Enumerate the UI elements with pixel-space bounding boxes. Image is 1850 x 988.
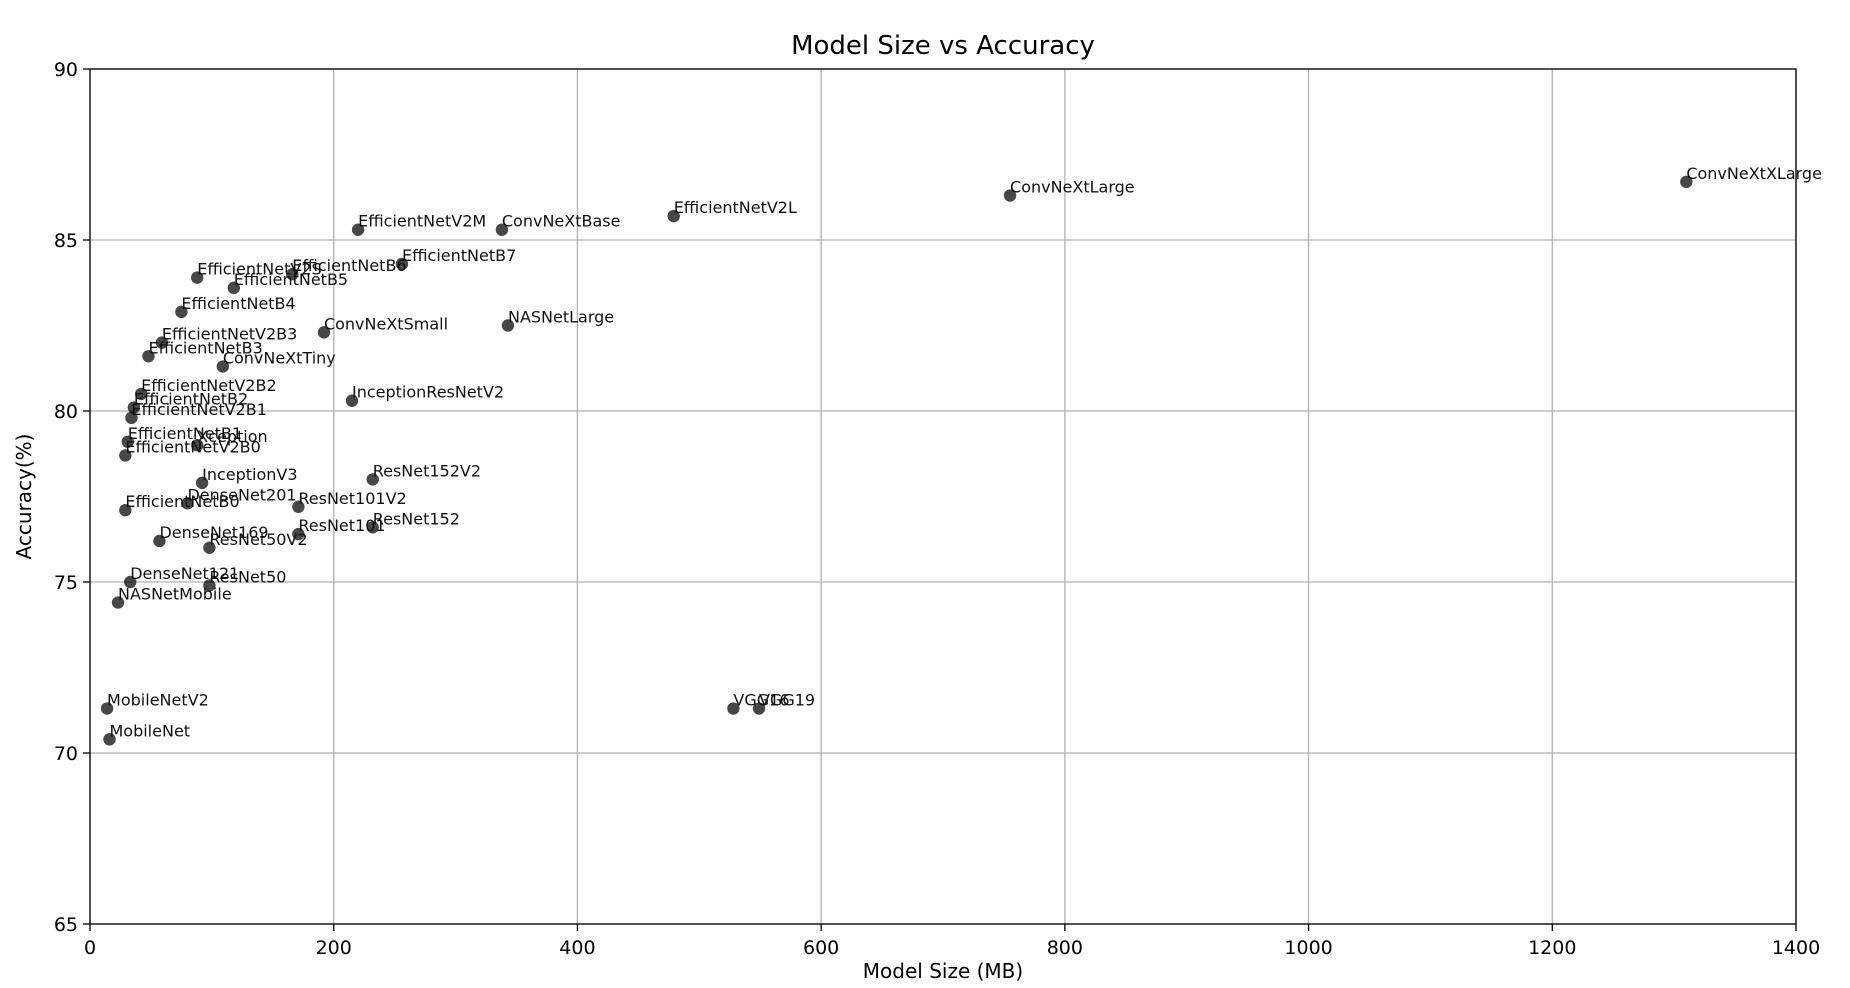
- data-point: [142, 350, 155, 363]
- data-point: [119, 449, 132, 462]
- data-point: [317, 326, 331, 339]
- data-point: [155, 336, 169, 349]
- point-label: ConvNeXtXLarge: [1686, 164, 1822, 183]
- point-label: DenseNet121: [130, 564, 239, 583]
- y-tick-label: 90: [54, 59, 78, 81]
- point-label: ResNet152V2: [373, 461, 481, 480]
- point-label: EfficientNetV2B1: [131, 400, 266, 419]
- data-point: [125, 411, 138, 425]
- point-label: EfficientNetB3: [148, 338, 262, 357]
- point-label: MobileNetV2: [107, 691, 209, 710]
- point-label: NASNetLarge: [508, 308, 614, 327]
- data-point: [203, 579, 216, 592]
- point-label: EfficientNetV2S: [197, 260, 321, 279]
- point-label: EfficientNetB7: [402, 246, 516, 265]
- point-label: ResNet101V2: [298, 489, 406, 508]
- data-point: [124, 575, 137, 589]
- data-point: [292, 527, 305, 541]
- point-label: Xception: [197, 427, 267, 446]
- point-label: ConvNeXtTiny: [223, 349, 336, 368]
- point-label: VGG16: [733, 691, 789, 710]
- point-label: DenseNet169: [159, 523, 268, 542]
- data-point: [100, 702, 114, 715]
- y-axis-label: Accuracy(%): [12, 434, 36, 560]
- x-tick-label: 0: [84, 937, 96, 959]
- point-label: EfficientNetV2M: [358, 212, 486, 231]
- data-point: [203, 541, 216, 554]
- x-tick-label: 1400: [1772, 937, 1820, 959]
- point-label: ResNet101: [298, 516, 385, 535]
- data-point: [351, 223, 365, 236]
- data-point: [292, 500, 305, 513]
- point-label: VGG19: [759, 691, 815, 710]
- point-label: ConvNeXtSmall: [324, 314, 448, 333]
- data-point: [495, 223, 509, 236]
- y-tick-label: 85: [54, 230, 78, 252]
- point-label: EfficientNetB1: [128, 424, 242, 443]
- y-tick-label: 70: [54, 743, 78, 765]
- x-tick-label: 200: [316, 937, 352, 959]
- point-label: ResNet50: [209, 567, 286, 586]
- data-point: [727, 702, 740, 715]
- point-label: EfficientNetV2L: [674, 198, 797, 217]
- chart-title: Model Size vs Accuracy: [791, 31, 1095, 61]
- x-tick-label: 600: [803, 937, 839, 959]
- point-label: NASNetMobile: [118, 585, 232, 604]
- data-point: [667, 209, 680, 223]
- data-point: [153, 534, 166, 548]
- data-point: [227, 281, 240, 295]
- x-tick-label: 1000: [1284, 937, 1332, 959]
- data-point: [216, 360, 230, 373]
- data-points: [100, 175, 1693, 746]
- point-label: MobileNet: [109, 721, 190, 740]
- point-label: InceptionV3: [202, 465, 297, 484]
- point-label: ResNet50V2: [209, 530, 307, 549]
- point-label: EfficientNetB5: [234, 270, 348, 289]
- data-point: [345, 394, 359, 407]
- point-label: ResNet152: [373, 509, 460, 528]
- data-point: [175, 305, 188, 319]
- data-point: [501, 319, 515, 332]
- data-point: [121, 435, 134, 448]
- point-label: EfficientNetB6: [292, 256, 406, 275]
- data-point: [195, 476, 209, 490]
- x-tick-label: 800: [1047, 937, 1083, 959]
- data-point: [1003, 189, 1017, 202]
- point-label: EfficientNetV2B0: [125, 437, 260, 456]
- y-tick-label: 80: [54, 401, 78, 423]
- axis-ticks: 0 200 400 600 800 1000 1200 1400 65 70 75 80 85 90: [54, 59, 1820, 959]
- point-label: DenseNet201: [187, 485, 296, 504]
- data-point: [134, 387, 148, 401]
- data-point: [191, 271, 204, 284]
- x-tick-label: 1200: [1528, 937, 1576, 959]
- data-point: [366, 521, 379, 534]
- point-label: EfficientNetB0: [125, 492, 239, 511]
- y-tick-label: 65: [54, 914, 78, 936]
- point-label: ConvNeXtLarge: [1010, 178, 1135, 197]
- data-point: [395, 257, 409, 271]
- data-point: [191, 439, 204, 452]
- point-label: EfficientNetV2B3: [162, 325, 297, 344]
- y-tick-label: 75: [54, 572, 78, 594]
- point-label: InceptionResNetV2: [352, 383, 504, 402]
- data-point: [111, 596, 125, 609]
- data-point: [752, 702, 766, 715]
- data-point: [366, 473, 379, 486]
- point-label: EfficientNetB2: [134, 390, 248, 409]
- x-tick-label: 400: [559, 937, 595, 959]
- data-point: [1680, 175, 1693, 189]
- point-labels: ConvNeXtXLarge ConvNeXtLarge EfficientNetV…: [107, 164, 1822, 740]
- point-label: EfficientNetV2B2: [141, 376, 276, 395]
- data-point: [103, 733, 116, 746]
- data-point: [127, 401, 141, 414]
- data-point: [119, 503, 132, 517]
- data-point: [181, 497, 194, 510]
- plot-frame: [89, 68, 1797, 925]
- point-label: ConvNeXtBase: [502, 212, 621, 231]
- x-axis-label: Model Size (MB): [863, 959, 1023, 983]
- data-point: [286, 268, 299, 281]
- point-label: EfficientNetB4: [181, 294, 295, 313]
